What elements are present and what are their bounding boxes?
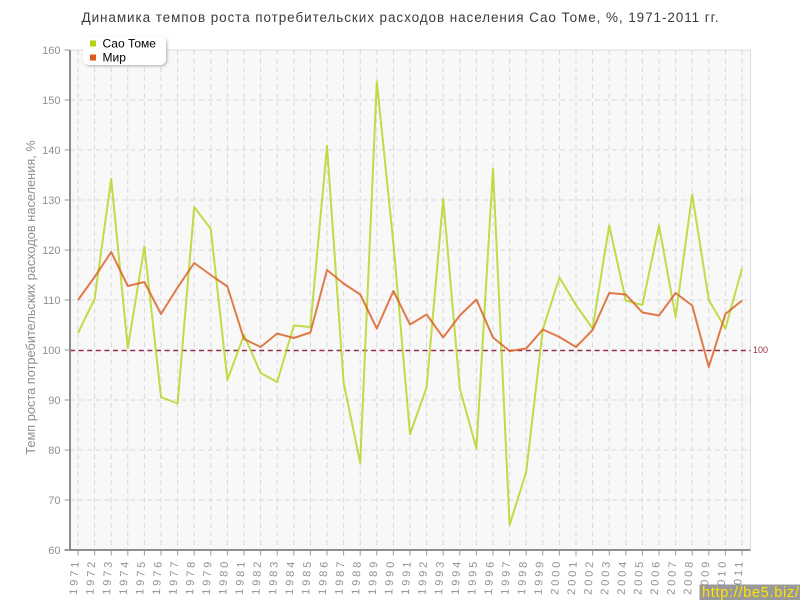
svg-text:80: 80: [48, 445, 60, 457]
svg-text:Динамика темпов роста потребит: Динамика темпов роста потребительских ра…: [82, 10, 720, 25]
svg-text:2003: 2003: [599, 559, 613, 596]
svg-text:2007: 2007: [666, 559, 680, 596]
svg-text:1994: 1994: [450, 559, 464, 596]
svg-text:2004: 2004: [616, 559, 630, 596]
svg-text:2001: 2001: [566, 559, 580, 596]
svg-text:140: 140: [42, 145, 60, 157]
svg-text:1983: 1983: [267, 559, 281, 596]
svg-text:1980: 1980: [217, 559, 231, 596]
svg-text:1988: 1988: [350, 559, 364, 596]
svg-text:1978: 1978: [184, 559, 198, 596]
svg-text:2008: 2008: [682, 559, 696, 596]
svg-text:90: 90: [48, 395, 60, 407]
svg-text:1981: 1981: [234, 559, 248, 596]
svg-text:150: 150: [42, 95, 60, 107]
svg-text:100: 100: [753, 345, 768, 355]
svg-text:1992: 1992: [417, 559, 431, 596]
svg-text:1998: 1998: [516, 559, 530, 596]
svg-text:1993: 1993: [433, 559, 447, 596]
svg-text:1989: 1989: [367, 559, 381, 596]
svg-text:1974: 1974: [118, 559, 132, 596]
svg-text:1984: 1984: [284, 559, 298, 596]
svg-text:2005: 2005: [632, 559, 646, 596]
svg-text:100: 100: [42, 345, 60, 357]
svg-text:1975: 1975: [134, 559, 148, 596]
svg-text:60: 60: [48, 545, 60, 557]
svg-text:Мир: Мир: [103, 51, 127, 65]
svg-text:1999: 1999: [533, 559, 547, 596]
svg-text:160: 160: [42, 45, 60, 57]
svg-text:1977: 1977: [168, 559, 182, 596]
svg-text:110: 110: [43, 295, 61, 307]
svg-text:130: 130: [42, 195, 60, 207]
svg-text:1986: 1986: [317, 559, 331, 596]
svg-text:1996: 1996: [483, 559, 497, 596]
svg-text:2000: 2000: [549, 559, 563, 596]
svg-text:1971: 1971: [68, 559, 82, 596]
svg-text:1976: 1976: [151, 559, 165, 596]
svg-text:70: 70: [48, 495, 60, 507]
svg-text:1995: 1995: [466, 559, 480, 596]
svg-text:1985: 1985: [300, 559, 314, 596]
svg-text:120: 120: [42, 245, 60, 257]
svg-text:1979: 1979: [201, 559, 215, 596]
svg-text:2002: 2002: [583, 559, 597, 596]
svg-text:1991: 1991: [400, 559, 414, 596]
svg-text:1972: 1972: [85, 559, 99, 596]
svg-text:1973: 1973: [101, 559, 115, 596]
svg-text:1997: 1997: [500, 559, 514, 596]
svg-text:Темп роста потребительских рас: Темп роста потребительских расходов насе…: [23, 140, 38, 455]
svg-text:http://be5.biz/: http://be5.biz/: [702, 585, 800, 600]
svg-text:1987: 1987: [334, 559, 348, 596]
svg-text:Сао Томе: Сао Томе: [103, 37, 157, 51]
svg-text:1982: 1982: [251, 559, 265, 596]
svg-text:2006: 2006: [649, 559, 663, 596]
svg-text:1990: 1990: [383, 559, 397, 596]
